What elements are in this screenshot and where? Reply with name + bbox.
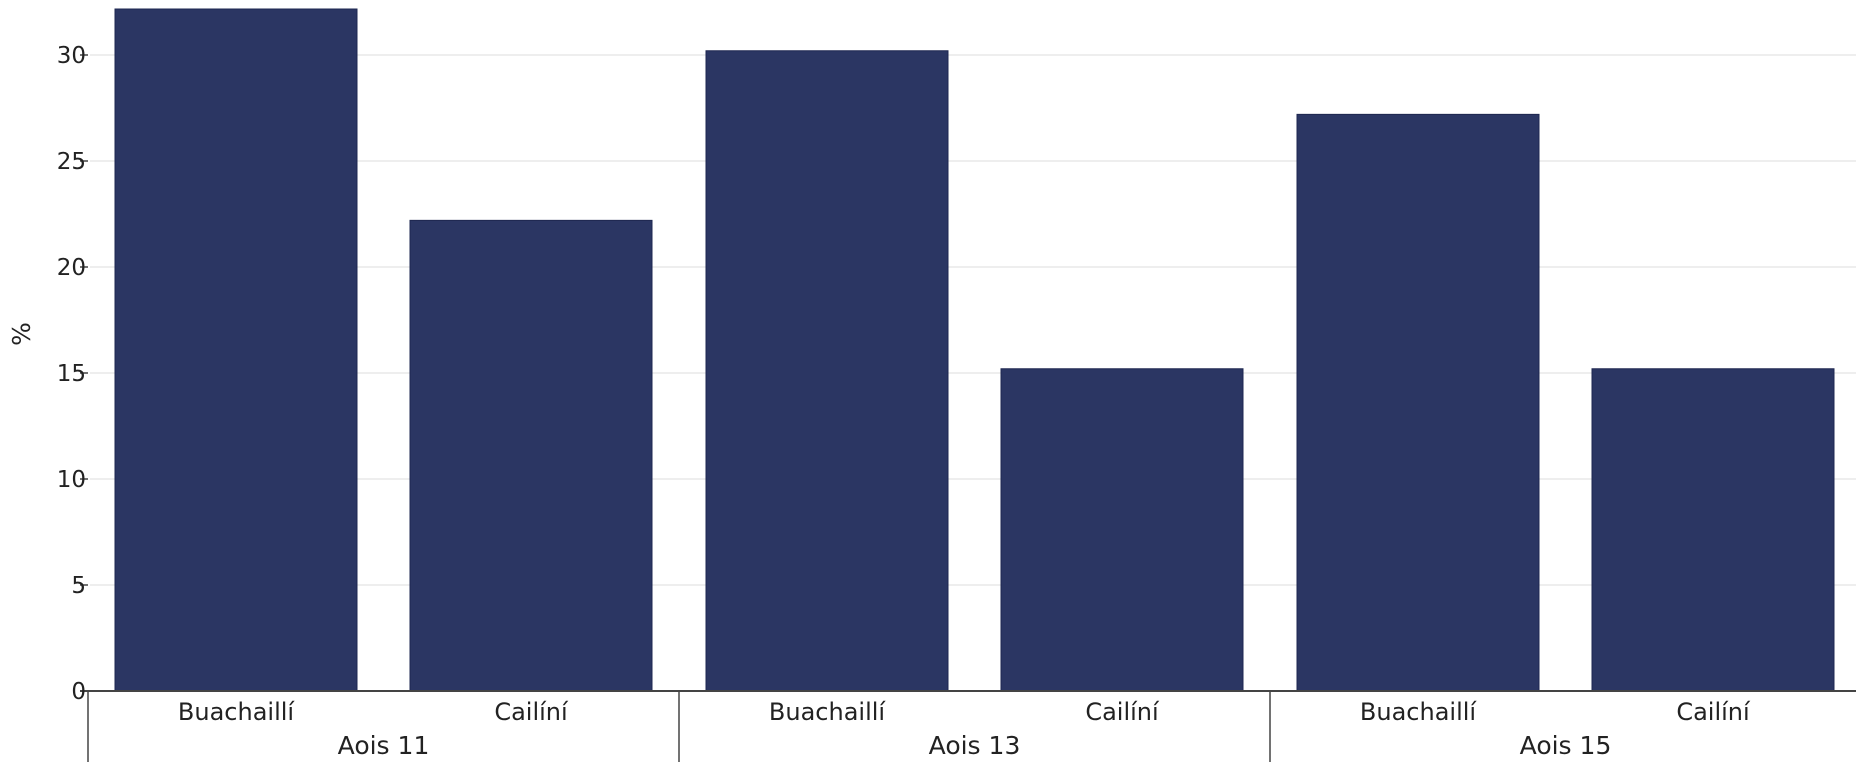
y-tick-label: 20 [57, 255, 86, 281]
bar [1000, 368, 1244, 692]
x-category-label: Buachaillí [178, 698, 296, 726]
bar [114, 8, 358, 692]
y-tick-label: 10 [57, 467, 86, 493]
y-tick-label: 30 [57, 43, 86, 69]
y-tick-label: 25 [57, 149, 86, 175]
x-category-label: Buachaillí [769, 698, 887, 726]
x-category-label: Buachaillí [1360, 698, 1478, 726]
bar [705, 50, 949, 692]
labels: 0 5 10 15 20 25 30 Buachaillí Cailíní Aois 11 Buac… [57, 43, 1751, 760]
y-tick-label: 0 [71, 679, 86, 705]
x-group-label: Aois 15 [1520, 731, 1612, 760]
y-tick-label: 5 [71, 573, 86, 599]
bar [1591, 368, 1835, 692]
gridlines [90, 54, 1856, 586]
bar [409, 219, 653, 692]
bar [1296, 113, 1540, 692]
x-category-label: Cailíní [494, 698, 569, 726]
x-category-label: Cailíní [1676, 698, 1751, 726]
x-group-label: Aois 13 [929, 731, 1021, 760]
bars [114, 8, 1835, 692]
axes [80, 54, 1856, 762]
x-group-label: Aois 11 [338, 731, 430, 760]
y-axis-label: % [7, 322, 36, 346]
y-tick-label: 15 [57, 361, 86, 387]
x-category-label: Cailíní [1085, 698, 1160, 726]
